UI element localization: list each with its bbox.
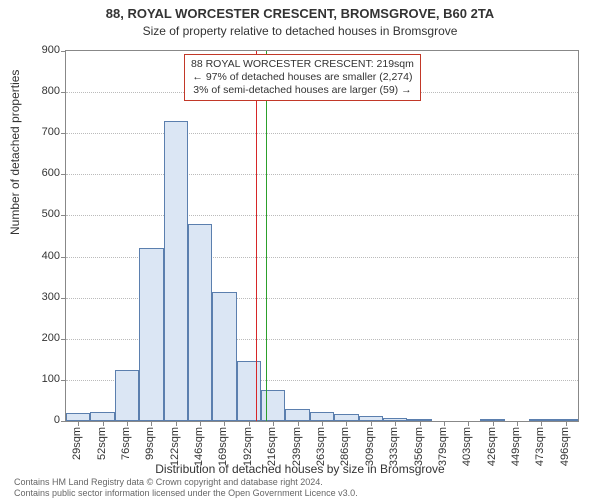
xtick-label: 379sqm — [437, 427, 449, 466]
ytick-label: 0 — [10, 414, 60, 426]
xtick-mark — [322, 421, 323, 426]
xtick-mark — [420, 421, 421, 426]
xtick-mark — [493, 421, 494, 426]
gridline — [66, 133, 578, 134]
annotation-line1: 88 ROYAL WORCESTER CRESCENT: 219sqm — [191, 58, 414, 71]
xtick-mark — [103, 421, 104, 426]
histogram-bar — [285, 409, 309, 421]
histogram-bar — [66, 413, 90, 421]
xtick-label: 333sqm — [388, 427, 400, 466]
ytick-label: 300 — [10, 291, 60, 303]
annotation-box: 88 ROYAL WORCESTER CRESCENT: 219sqm ← 97… — [184, 54, 421, 101]
histogram-bar — [164, 121, 188, 421]
xtick-mark — [517, 421, 518, 426]
xtick-label: 122sqm — [169, 427, 181, 466]
xtick-label: 449sqm — [510, 427, 522, 466]
footer-line1: Contains HM Land Registry data © Crown c… — [14, 477, 358, 487]
ytick-label: 600 — [10, 167, 60, 179]
xtick-label: 76sqm — [120, 427, 132, 460]
xtick-label: 99sqm — [144, 427, 156, 460]
ytick-label: 200 — [10, 332, 60, 344]
xtick-mark — [346, 421, 347, 426]
ytick-label: 500 — [10, 208, 60, 220]
xtick-label: 192sqm — [242, 427, 254, 466]
ytick-label: 700 — [10, 126, 60, 138]
histogram-bar — [139, 248, 163, 421]
annotation-line3: 3% of semi-detached houses are larger (5… — [191, 84, 414, 97]
xtick-label: 356sqm — [413, 427, 425, 466]
reference-line — [266, 51, 267, 421]
ytick-mark — [61, 133, 66, 134]
ytick-label: 800 — [10, 85, 60, 97]
xtick-label: 403sqm — [461, 427, 473, 466]
ytick-label: 900 — [10, 44, 60, 56]
ytick-mark — [61, 421, 66, 422]
histogram-bar — [90, 412, 114, 421]
xtick-label: 263sqm — [315, 427, 327, 466]
xtick-label: 239sqm — [291, 427, 303, 466]
xtick-mark — [444, 421, 445, 426]
plot-area: 88 ROYAL WORCESTER CRESCENT: 219sqm ← 97… — [65, 50, 579, 422]
xtick-mark — [127, 421, 128, 426]
xtick-mark — [468, 421, 469, 426]
xtick-label: 29sqm — [71, 427, 83, 460]
histogram-bar — [212, 292, 236, 422]
chart-subtitle: Size of property relative to detached ho… — [0, 24, 600, 38]
xtick-label: 496sqm — [559, 427, 571, 466]
xtick-mark — [176, 421, 177, 426]
xtick-mark — [371, 421, 372, 426]
xtick-label: 169sqm — [217, 427, 229, 466]
ytick-mark — [61, 215, 66, 216]
footer-line2: Contains public sector information licen… — [14, 488, 358, 498]
ytick-mark — [61, 92, 66, 93]
ytick-mark — [61, 380, 66, 381]
xtick-label: 426sqm — [486, 427, 498, 466]
ytick-mark — [61, 298, 66, 299]
ytick-mark — [61, 174, 66, 175]
xtick-label: 286sqm — [339, 427, 351, 466]
reference-line — [256, 51, 257, 421]
ytick-mark — [61, 257, 66, 258]
xtick-mark — [273, 421, 274, 426]
xtick-label: 216sqm — [266, 427, 278, 466]
histogram-bar — [310, 412, 334, 421]
annotation-line2: ← 97% of detached houses are smaller (2,… — [191, 71, 414, 84]
xtick-label: 473sqm — [534, 427, 546, 466]
ytick-label: 400 — [10, 250, 60, 262]
xtick-mark — [298, 421, 299, 426]
gridline — [66, 215, 578, 216]
xtick-mark — [78, 421, 79, 426]
chart-title: 88, ROYAL WORCESTER CRESCENT, BROMSGROVE… — [0, 6, 600, 21]
xtick-label: 52sqm — [96, 427, 108, 460]
histogram-bar — [115, 370, 139, 421]
xtick-mark — [395, 421, 396, 426]
property-size-chart: 88, ROYAL WORCESTER CRESCENT, BROMSGROVE… — [0, 0, 600, 500]
ytick-mark — [61, 339, 66, 340]
xtick-mark — [541, 421, 542, 426]
ytick-mark — [61, 51, 66, 52]
xtick-mark — [200, 421, 201, 426]
histogram-bar — [188, 224, 212, 421]
footer-attribution: Contains HM Land Registry data © Crown c… — [14, 477, 358, 498]
xtick-mark — [224, 421, 225, 426]
xtick-label: 309sqm — [364, 427, 376, 466]
histogram-bar — [334, 414, 358, 421]
xtick-mark — [249, 421, 250, 426]
ytick-label: 100 — [10, 373, 60, 385]
gridline — [66, 174, 578, 175]
xtick-mark — [151, 421, 152, 426]
xtick-mark — [566, 421, 567, 426]
xtick-label: 146sqm — [193, 427, 205, 466]
